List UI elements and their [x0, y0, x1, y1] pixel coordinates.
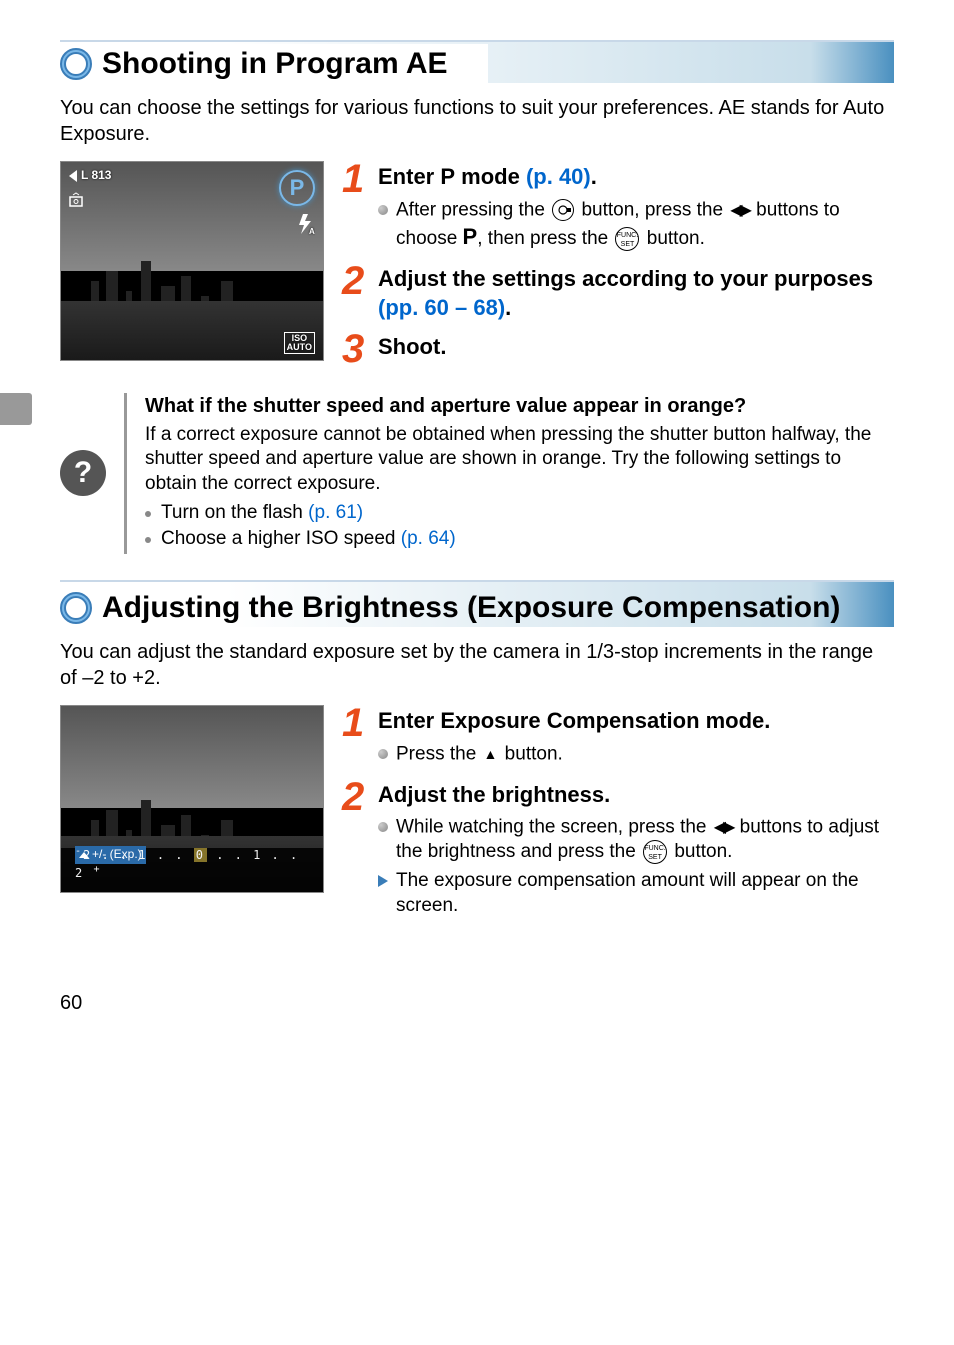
p-mode-letter: P [463, 224, 478, 249]
svg-text:A: A [309, 227, 315, 236]
step-number: 1 [342, 161, 372, 197]
bullet-dot-icon [145, 511, 151, 517]
tip-item-text: Turn on the flash (p. 61) [161, 501, 363, 526]
tip-list: Turn on the flash (p. 61)Choose a higher… [145, 501, 894, 552]
up-arrow-icon [484, 742, 498, 767]
func-set-icon: FUNC.SET [643, 840, 667, 864]
exposure-slider: -2 . . 1 . . 0 . . 1 . . 2 + [75, 845, 309, 882]
iso-badge: ISO AUTO [284, 332, 315, 354]
section-intro: You can choose the settings for various … [60, 95, 894, 147]
steps-block: +/- (Exp.) -2 . . 1 . . 0 . . 1 . . 2 + … [60, 705, 894, 930]
grey-dot-icon [378, 205, 388, 215]
steps-list: 1Enter Exposure Compensation mode. Press … [342, 705, 894, 930]
bullet-text: While watching the screen, press the but… [396, 815, 894, 865]
steps-block: L 813 P A ISO AUTO 1Enter P mode (p. 40)… [60, 161, 894, 375]
mode-p-badge: P [279, 170, 315, 206]
hud-top-left: L 813 [69, 168, 111, 184]
step-bullets: While watching the screen, press the but… [378, 815, 894, 918]
orientation-icon [67, 192, 85, 215]
step-number: 1 [342, 705, 372, 741]
page-ref-link[interactable]: (p. 64) [401, 528, 456, 549]
bullet-text: The exposure compensation amount will ap… [396, 869, 894, 918]
step-number: 3 [342, 331, 372, 367]
tip-body: If a correct exposure cannot be obtained… [145, 423, 894, 497]
tip-content: What if the shutter speed and aperture v… [124, 393, 894, 554]
tip-list-item: Choose a higher ISO speed (p. 64) [145, 527, 894, 552]
section-title: Shooting in Program AE [102, 44, 448, 83]
page-ref-link[interactable]: (p. 61) [308, 502, 363, 523]
step: 1Enter P mode (p. 40). After pressing the… [342, 161, 894, 255]
step-body: Adjust the brightness. While watching the… [378, 779, 894, 923]
step-title: Shoot. [378, 333, 894, 362]
bullet-ring-icon [60, 48, 92, 80]
step-bullet: The exposure compensation amount will ap… [378, 869, 894, 918]
section-title: Adjusting the Brightness (Exposure Compe… [102, 588, 840, 627]
step-body: Adjust the settings according to your pu… [378, 263, 894, 322]
page-edge-tab [0, 393, 32, 425]
tip-item-text: Choose a higher ISO speed (p. 64) [161, 527, 456, 552]
step-body: Enter P mode (p. 40). After pressing the … [378, 161, 894, 255]
step-bullet: While watching the screen, press the but… [378, 815, 894, 865]
page-ref-link[interactable]: (p. 40) [526, 164, 591, 189]
result-triangle-icon [378, 875, 388, 887]
step: 2Adjust the brightness. While watching th… [342, 779, 894, 923]
bullet-dot-icon [145, 537, 151, 543]
step-number: 2 [342, 779, 372, 815]
step-number: 2 [342, 263, 372, 299]
tip-block: ? What if the shutter speed and aperture… [60, 393, 894, 554]
page-ref-link[interactable]: (pp. 60 – 68) [378, 295, 505, 320]
tip-list-item: Turn on the flash (p. 61) [145, 501, 894, 526]
left-right-arrow-icon [730, 198, 749, 223]
step: 1Enter Exposure Compensation mode. Press … [342, 705, 894, 771]
section-header: Shooting in Program AE [60, 40, 894, 83]
grey-dot-icon [378, 749, 388, 759]
step-bullet: After pressing the button, press the but… [378, 198, 894, 252]
step-body: Shoot. [378, 331, 894, 362]
step-title: Adjust the settings according to your pu… [378, 265, 894, 322]
camera-preview-thumb: +/- (Exp.) -2 . . 1 . . 0 . . 1 . . 2 + [60, 705, 324, 893]
section-header: Adjusting the Brightness (Exposure Compe… [60, 580, 894, 627]
step-title: Enter P mode (p. 40). [378, 163, 894, 192]
flash-auto-icon: A [295, 212, 315, 241]
tip-question: What if the shutter speed and aperture v… [145, 393, 894, 419]
question-mark-icon: ? [60, 450, 106, 496]
section-intro: You can adjust the standard exposure set… [60, 639, 894, 691]
steps-list: 1Enter P mode (p. 40). After pressing the… [342, 161, 894, 375]
step-body: Enter Exposure Compensation mode. Press t… [378, 705, 894, 771]
mode-dial-icon [552, 199, 574, 221]
step-bullets: Press the button. [378, 742, 894, 767]
bullet-ring-icon [60, 592, 92, 624]
camera-preview-thumb: L 813 P A ISO AUTO [60, 161, 324, 361]
step-bullet: Press the button. [378, 742, 894, 767]
step: 2Adjust the settings according to your p… [342, 263, 894, 322]
step-title: Enter Exposure Compensation mode. [378, 707, 894, 736]
bullet-text: Press the button. [396, 742, 563, 767]
p-mode-letter: P [440, 164, 455, 189]
bullet-text: After pressing the button, press the but… [396, 198, 894, 252]
step-title: Adjust the brightness. [378, 781, 894, 810]
left-right-arrow-icon [714, 815, 733, 840]
step-bullets: After pressing the button, press the but… [378, 198, 894, 252]
func-set-icon: FUNC.SET [615, 227, 639, 251]
page-number: 60 [60, 990, 894, 1016]
grey-dot-icon [378, 822, 388, 832]
step: 3Shoot. [342, 331, 894, 367]
